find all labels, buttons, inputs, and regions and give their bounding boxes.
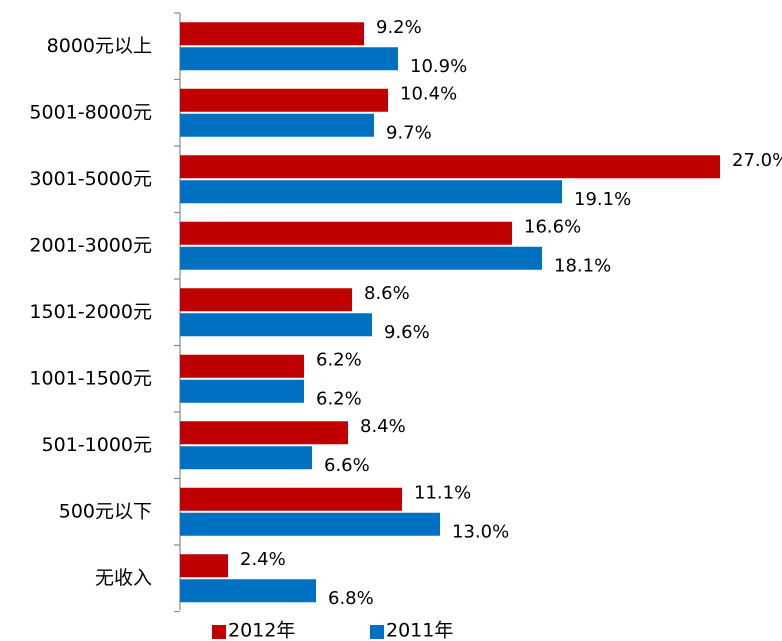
bar [180, 487, 402, 511]
y-tick-label: 501-1000元 [42, 434, 152, 456]
value-label: 19.1% [574, 189, 631, 210]
value-label: 6.2% [316, 349, 362, 370]
bar [180, 22, 364, 46]
legend-swatch [370, 625, 384, 639]
legend-label: 2011年 [386, 620, 453, 641]
bar [180, 288, 352, 312]
bar [180, 379, 304, 403]
y-tick-label: 5001-8000元 [29, 101, 152, 123]
legend-label: 2012年 [228, 620, 295, 641]
value-label: 2.4% [240, 549, 286, 570]
bar [180, 354, 304, 378]
bar [180, 113, 374, 137]
value-label: 10.9% [410, 56, 467, 77]
value-label: 11.1% [414, 482, 471, 503]
bar [180, 221, 512, 245]
value-label: 8.4% [360, 416, 406, 437]
y-tick-label: 无收入 [95, 567, 152, 589]
bar [180, 579, 316, 603]
value-label: 18.1% [554, 255, 611, 276]
y-tick-label: 3001-5000元 [29, 168, 152, 190]
bar [180, 313, 372, 337]
y-tick-label: 500元以下 [59, 500, 152, 522]
value-label: 9.2% [376, 17, 422, 38]
legend-swatch [212, 625, 226, 639]
value-label: 27.0% [732, 150, 782, 171]
bar [180, 180, 562, 204]
bar [180, 512, 440, 536]
value-label: 6.2% [316, 388, 362, 409]
bar [180, 47, 398, 71]
y-tick-label: 1001-1500元 [29, 367, 152, 389]
bar [180, 155, 720, 179]
bar [180, 246, 542, 270]
value-label: 8.6% [364, 283, 410, 304]
y-tick-label: 2001-3000元 [29, 234, 152, 256]
bar [180, 88, 388, 112]
bar [180, 421, 348, 445]
bar [180, 554, 228, 578]
value-label: 10.4% [400, 83, 457, 104]
value-label: 16.6% [524, 216, 581, 237]
value-label: 6.6% [324, 455, 370, 476]
value-label: 6.8% [328, 588, 374, 609]
value-label: 9.6% [384, 322, 430, 343]
value-label: 13.0% [452, 521, 509, 542]
bar [180, 446, 312, 470]
y-tick-label: 1501-2000元 [29, 301, 152, 323]
value-label: 9.7% [386, 122, 432, 143]
y-tick-label: 8000元以上 [47, 35, 152, 57]
